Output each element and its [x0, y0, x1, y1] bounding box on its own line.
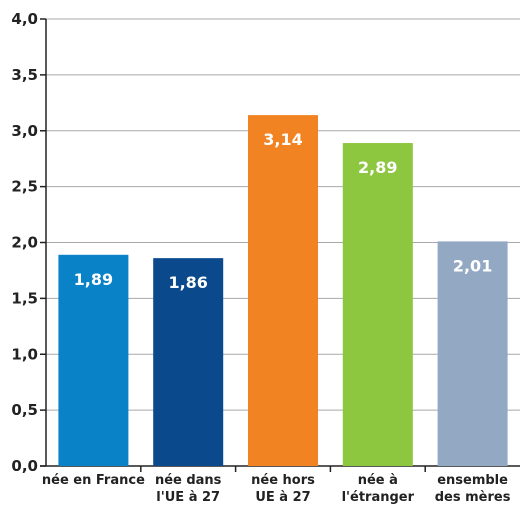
- x-category-label: l'UE à 27: [156, 490, 220, 505]
- data-label: 2,01: [453, 256, 492, 275]
- bar: [248, 115, 318, 466]
- y-tick-label: 1,0: [11, 345, 38, 363]
- y-tick-label: 0,5: [11, 401, 38, 419]
- bar: [437, 241, 508, 466]
- y-tick-label: 3,5: [11, 66, 38, 84]
- y-tick-label: 1,5: [11, 289, 38, 307]
- y-tick-label: 3,0: [11, 122, 38, 140]
- y-tick-label: 2,5: [11, 178, 38, 196]
- data-label: 1,89: [74, 270, 113, 289]
- x-category-label: ensemble: [437, 473, 508, 488]
- y-tick-label: 4,0: [11, 10, 38, 28]
- bar: [153, 258, 224, 466]
- bar: [58, 254, 129, 466]
- y-tick-label: 2,0: [11, 234, 38, 252]
- data-label: 1,86: [168, 273, 207, 292]
- x-category-label: née dans: [155, 473, 222, 488]
- x-category-label: née à: [358, 473, 398, 488]
- x-category-label: l'étranger: [342, 490, 415, 505]
- x-category-label: UE à 27: [255, 490, 310, 505]
- data-label: 3,14: [263, 130, 302, 149]
- x-category-label: née hors: [251, 473, 315, 488]
- data-label: 2,89: [358, 158, 397, 177]
- bar: [342, 143, 413, 467]
- x-category-label: des mères: [435, 490, 511, 505]
- x-category-label: née en France: [42, 473, 145, 488]
- bars: [58, 115, 508, 467]
- labels: 0,0 0,5 1,0 1,5 2,0 2,5 3,0 3,5 4,0 1,89 née en Fr…: [11, 10, 510, 505]
- y-tick-label: 0,0: [11, 457, 38, 475]
